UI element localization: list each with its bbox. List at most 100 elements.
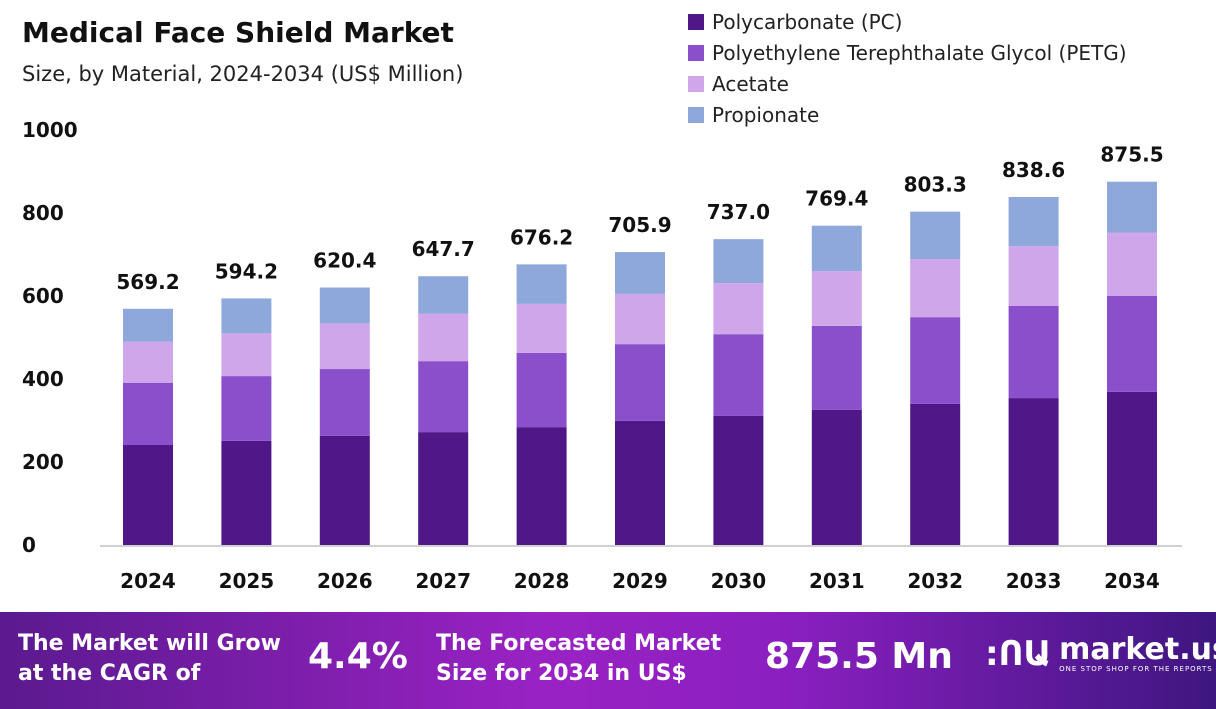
x-tick-label: 2025	[219, 569, 275, 593]
bar-segment-acetate	[811, 271, 862, 326]
bar-segment-petg	[319, 369, 370, 436]
bar-segment-petg	[418, 361, 469, 433]
bar-segment-propionate	[1107, 181, 1157, 233]
forecast-label: The Forecasted Market Size for 2034 in US…	[436, 629, 721, 689]
forecast-value: 875.5 Mn	[765, 636, 953, 677]
bar-segment-petg	[713, 334, 764, 416]
bar-segment-petg	[221, 376, 272, 441]
bar-segment-propionate	[1008, 196, 1059, 247]
bar-segment-pc	[418, 432, 469, 545]
bar-total-label: 676.2	[510, 225, 573, 249]
bar-segment-pc	[516, 427, 567, 545]
x-tick-label: 2028	[514, 569, 570, 593]
summary-banner: The Market will Grow at the CAGR of 4.4% …	[0, 612, 1216, 709]
legend-item-acetate: Acetate	[688, 68, 1127, 99]
bar-segment-propionate	[713, 239, 764, 284]
legend-label: Polycarbonate (PC)	[712, 9, 903, 34]
bar-segment-propionate	[615, 252, 665, 294]
bar-segment-propionate	[418, 276, 469, 314]
bar-segment-acetate	[123, 341, 173, 383]
bar-segment-acetate	[221, 333, 272, 377]
legend-label: Propionate	[712, 102, 820, 127]
y-tick-label: 800	[22, 201, 64, 225]
x-tick-label: 2029	[612, 569, 668, 593]
bar-segment-pc	[1107, 391, 1157, 545]
bar-segment-pc	[221, 440, 272, 545]
bar-segment-acetate	[1107, 232, 1157, 296]
bar-total-label: 594.2	[215, 259, 278, 283]
cagr-label: The Market will Grow at the CAGR of	[18, 629, 281, 689]
legend-label: Polyethylene Terephthalate Glycol (PETG)	[712, 40, 1127, 65]
bar-segment-propionate	[123, 308, 173, 342]
bar-segment-petg	[1008, 305, 1059, 399]
legend-swatch	[688, 106, 704, 123]
bar-segment-petg	[516, 352, 567, 428]
bar-segment-pc	[811, 409, 862, 545]
bar-total-label: 769.4	[805, 187, 868, 211]
legend-swatch	[688, 44, 704, 61]
logo-mark-icon: :ՈԱ	[985, 634, 1052, 674]
bar-segment-pc	[615, 420, 665, 545]
x-tick-label: 2024	[120, 569, 176, 593]
bar-total-label: 569.2	[116, 270, 179, 294]
bar-total-label: 705.9	[608, 213, 671, 237]
cagr-label-line: The Market will Grow	[18, 631, 281, 656]
bar-segment-acetate	[615, 293, 665, 345]
bar-segment-acetate	[516, 303, 567, 353]
y-tick-label: 0	[22, 533, 36, 557]
y-tick-label: 1000	[22, 118, 78, 142]
bar-total-label: 803.3	[904, 173, 967, 197]
y-tick-label: 200	[22, 450, 64, 474]
bar-segment-acetate	[319, 323, 370, 370]
chart-subtitle: Size, by Material, 2024-2034 (US$ Millio…	[22, 62, 464, 86]
y-tick-label: 600	[22, 284, 64, 308]
legend-swatch	[688, 75, 704, 92]
bar-segment-petg	[123, 382, 173, 445]
bar-segment-petg	[811, 325, 862, 410]
x-tick-label: 2027	[415, 569, 471, 593]
legend: Polycarbonate (PC) Polyethylene Terephth…	[688, 6, 1127, 130]
x-tick-label: 2033	[1006, 569, 1062, 593]
bar-segment-propionate	[319, 287, 370, 324]
bar-segment-pc	[713, 415, 764, 545]
bar-segment-acetate	[713, 283, 764, 335]
bar-segment-propionate	[811, 225, 862, 272]
bar-segment-petg	[615, 344, 665, 421]
bar-segment-propionate	[221, 298, 272, 334]
bar-segment-acetate	[1008, 246, 1059, 306]
x-tick-label: 2032	[907, 569, 963, 593]
forecast-label-line: The Forecasted Market	[436, 631, 722, 656]
bar-segment-petg	[910, 317, 961, 404]
cagr-value: 4.4%	[308, 636, 408, 677]
x-tick-label: 2030	[711, 569, 767, 593]
bar-segment-petg	[1107, 296, 1157, 392]
bar-segment-acetate	[418, 313, 469, 362]
bar-segment-pc	[1008, 398, 1059, 545]
legend-swatch	[688, 13, 704, 30]
bar-total-label: 737.0	[707, 200, 770, 224]
x-tick-label: 2034	[1104, 569, 1160, 593]
bar-total-label: 838.6	[1002, 158, 1065, 182]
bar-segment-pc	[319, 435, 370, 545]
bar-segment-pc	[910, 403, 961, 545]
x-tick-label: 2031	[809, 569, 865, 593]
forecast-label-line: Size for 2034 in US$	[436, 661, 687, 686]
legend-item-pc: Polycarbonate (PC)	[688, 6, 1127, 37]
legend-item-propionate: Propionate	[688, 99, 1127, 130]
market-us-logo: :ՈԱ market.us ONE STOP SHOP FOR THE REPOR…	[985, 634, 1216, 674]
bar-total-label: 875.5	[1100, 143, 1163, 167]
bar-segment-acetate	[910, 259, 961, 318]
bar-total-label: 647.7	[412, 237, 475, 261]
cagr-label-line: at the CAGR of	[18, 661, 201, 686]
bar-total-label: 620.4	[313, 249, 376, 273]
bar-segment-propionate	[516, 264, 567, 304]
y-tick-label: 400	[22, 367, 64, 391]
logo-tagline: ONE STOP SHOP FOR THE REPORTS	[1059, 665, 1213, 673]
stacked-bar-chart: 0 200 400 600 800 1000 569.2 2024 594.2 2025 620.4…	[22, 118, 1182, 593]
logo-name: market.us	[1059, 632, 1216, 667]
x-tick-label: 2026	[317, 569, 373, 593]
chart-title: Medical Face Shield Market	[22, 16, 454, 49]
legend-label: Acetate	[712, 71, 789, 96]
bar-segment-pc	[123, 444, 173, 545]
legend-item-petg: Polyethylene Terephthalate Glycol (PETG)	[688, 37, 1127, 68]
